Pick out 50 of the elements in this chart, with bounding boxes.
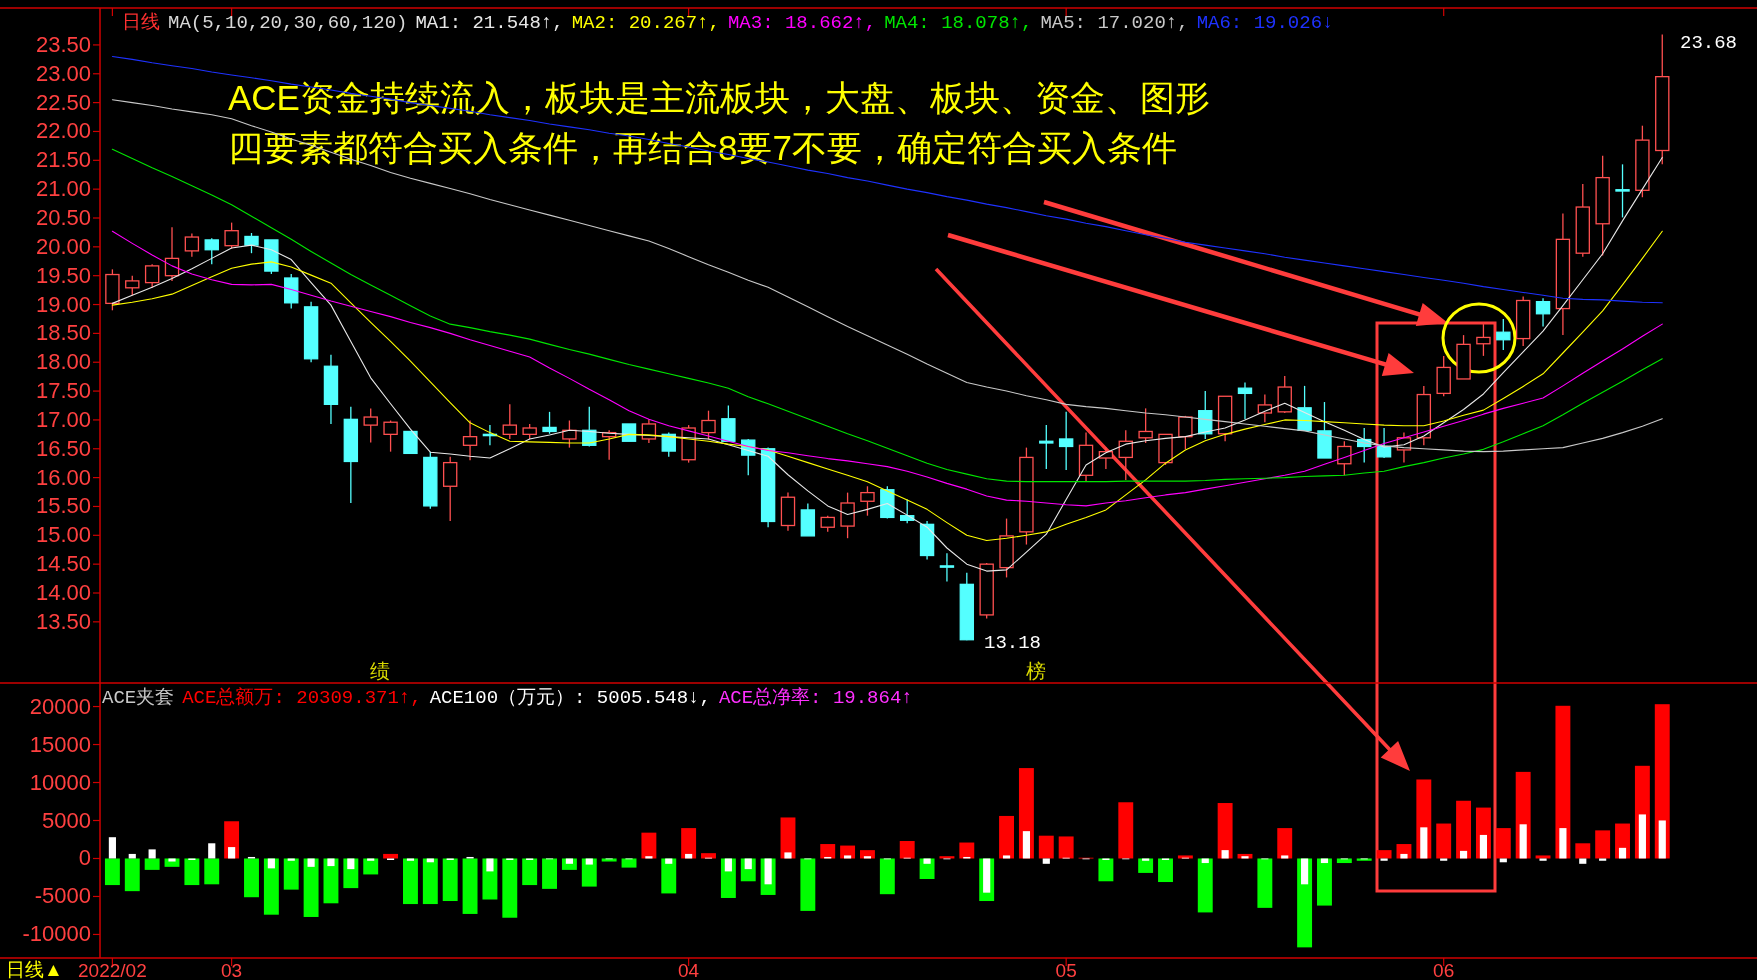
y-tick-label: 21.00 bbox=[35, 176, 91, 202]
text: MA3: 18.662↑, bbox=[727, 12, 877, 34]
annotation: 榜 bbox=[1026, 660, 1046, 682]
text: MA2: 20.267↑, bbox=[571, 12, 720, 34]
text: 23.68 bbox=[1680, 32, 1738, 54]
chart-title: ACE夹套 bbox=[102, 687, 175, 709]
annotation: 绩 bbox=[370, 660, 390, 682]
y-tick-label: 16.50 bbox=[35, 435, 91, 461]
y-tick-label: 0 bbox=[78, 845, 91, 871]
y-tick-label: 17.50 bbox=[35, 378, 91, 404]
y-tick-label: 21.50 bbox=[35, 147, 91, 173]
annotation: ACE总净率: 19.864↑ bbox=[718, 686, 913, 709]
y-tick-label: 15.00 bbox=[35, 522, 91, 548]
x-tick-label: 05 bbox=[1055, 960, 1077, 980]
y-tick-label: 16.00 bbox=[35, 464, 91, 490]
text: MA4: 18.078↑, bbox=[884, 12, 1033, 34]
y-tick-label: -5000 bbox=[34, 883, 91, 909]
text: MA1: 21.548↑, bbox=[415, 12, 564, 34]
y-tick-label: 23.00 bbox=[35, 60, 91, 86]
y-tick-label: 5000 bbox=[42, 807, 91, 833]
text: MA5: 17.020↑, bbox=[1040, 12, 1189, 34]
y-tick-label: 13.50 bbox=[35, 608, 91, 634]
text: MA6: 19.026↓ bbox=[1196, 12, 1334, 34]
y-tick-label: 22.00 bbox=[35, 118, 91, 144]
y-tick-label: 10000 bbox=[29, 769, 91, 795]
text: ACE总额万: 20309.371↑, bbox=[182, 686, 422, 709]
y-tick-label: 20.50 bbox=[35, 205, 91, 230]
y-tick-label: 19.00 bbox=[35, 291, 91, 317]
y-tick-label: 18.00 bbox=[35, 349, 91, 375]
y-tick-label: 17.00 bbox=[35, 406, 91, 432]
chart-title: 日线 bbox=[122, 12, 160, 34]
y-tick-label: 14.00 bbox=[35, 580, 91, 605]
legend-title: MA(5,10,20,30,60,120) bbox=[168, 12, 408, 34]
x-tick-label: 2022/02 bbox=[78, 960, 147, 980]
y-tick-label: -10000 bbox=[22, 921, 91, 947]
y-tick-label: 20.00 bbox=[35, 233, 91, 259]
y-tick-label: 14.50 bbox=[35, 551, 91, 577]
y-tick-label: 15000 bbox=[29, 731, 91, 757]
x-tick-label: 06 bbox=[1433, 960, 1455, 980]
y-tick-label: 23.50 bbox=[35, 31, 91, 57]
y-tick-label: 20000 bbox=[29, 693, 91, 719]
text: ACE100（万元）: 5005.548↓, bbox=[429, 687, 711, 709]
y-tick-label: 15.50 bbox=[35, 493, 91, 519]
y-tick-label: 18.50 bbox=[35, 320, 91, 346]
y-tick-label: 19.50 bbox=[35, 262, 91, 288]
y-tick-label: 22.50 bbox=[35, 89, 91, 115]
annotation: 13.18 bbox=[984, 632, 1042, 654]
x-tick-label: 03 bbox=[221, 960, 243, 980]
x-tick-label: 04 bbox=[678, 960, 700, 980]
text: 日线▲ bbox=[6, 959, 63, 980]
